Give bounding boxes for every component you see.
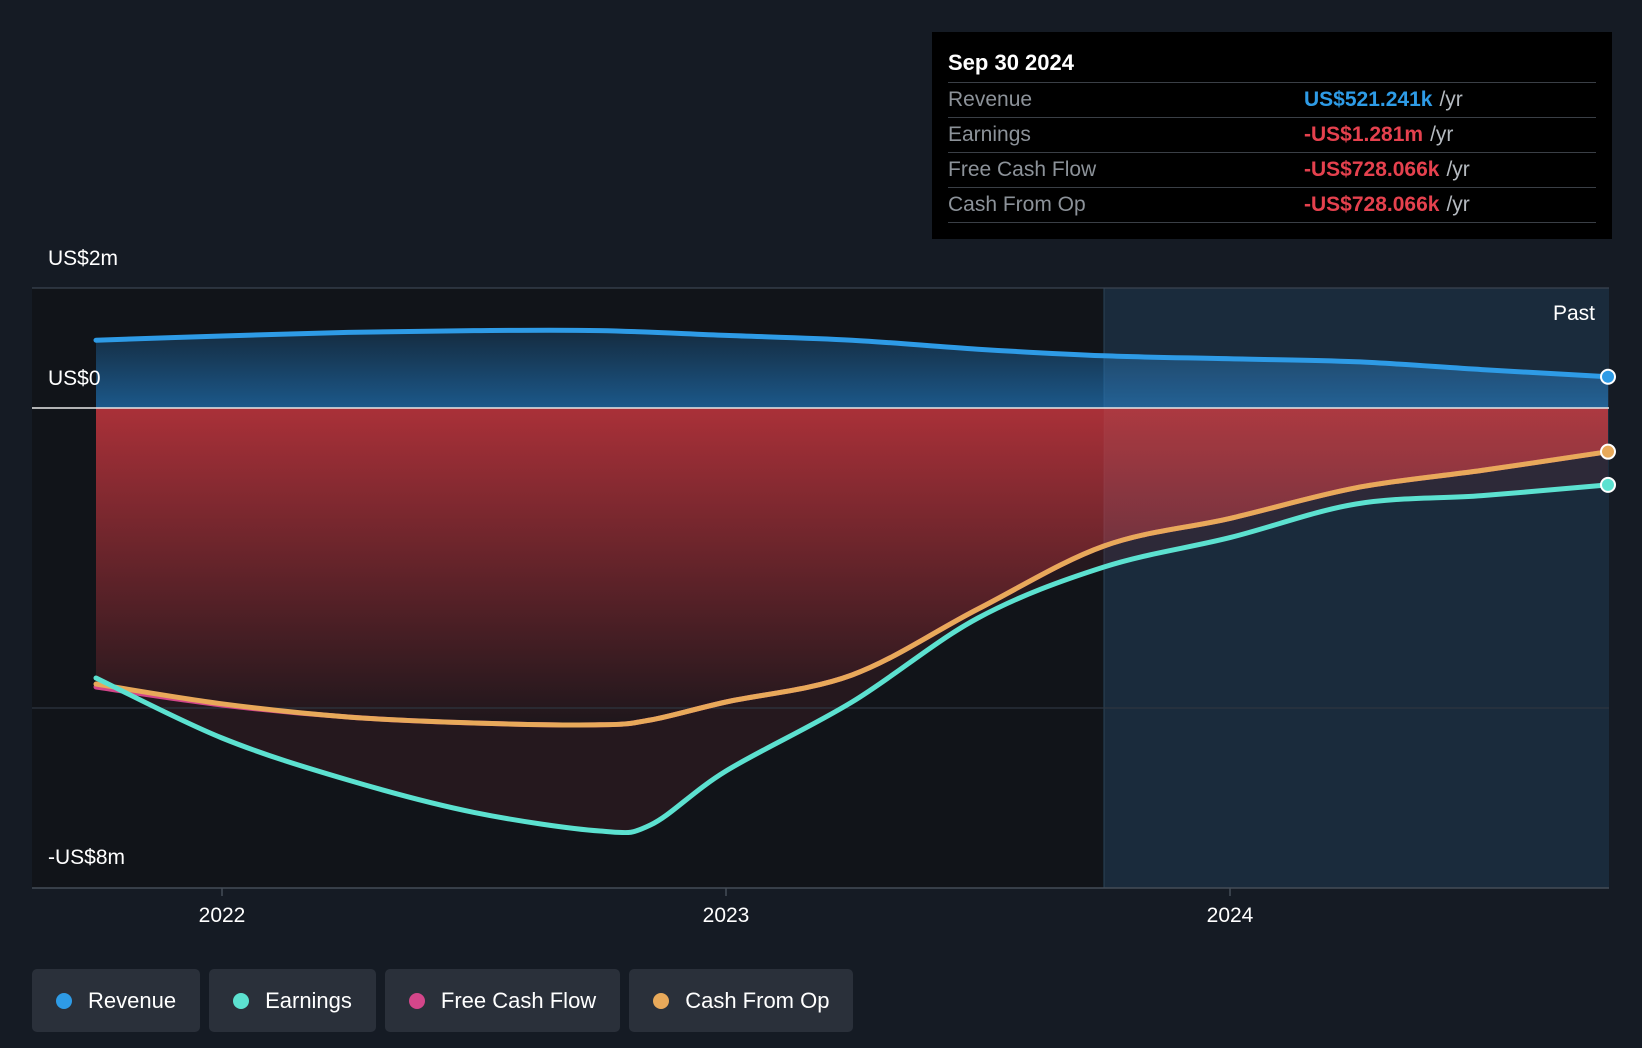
tooltip-date: Sep 30 2024: [948, 50, 1074, 75]
end-point-cash-from-op: [1600, 443, 1616, 460]
legend-label: Free Cash Flow: [440, 987, 597, 1013]
x-tick-label: 2023: [703, 904, 750, 927]
past-overlay: [1104, 288, 1609, 888]
y-axis-label: US$0: [48, 367, 101, 390]
tooltip-label: Earnings: [948, 123, 1031, 146]
tooltip-label: Free Cash Flow: [948, 158, 1097, 181]
tooltip-row-free-cash-flow: Free Cash Flow -US$728.066k /yr: [948, 152, 1596, 187]
legend-item-cash-from-op[interactable]: Cash From Op: [629, 969, 854, 1032]
tooltip-value: -US$728.066k: [1304, 193, 1440, 216]
legend: Revenue Earnings Free Cash Flow Cash Fro…: [32, 969, 854, 1032]
legend-dot-icon: [233, 992, 250, 1009]
legend-dot-icon: [408, 992, 425, 1009]
tooltip-panel: Sep 30 2024 Revenue US$521.241k /yr Earn…: [932, 32, 1612, 239]
legend-label: Revenue: [88, 987, 177, 1013]
tooltip-value: -US$728.066k: [1304, 158, 1440, 181]
tooltip-unit: /yr: [1446, 158, 1470, 181]
legend-dot-icon: [56, 992, 72, 1009]
past-label: Past: [1553, 302, 1595, 325]
x-tick-label: 2024: [1207, 904, 1254, 927]
tooltip-row-revenue: Revenue US$521.241k /yr: [948, 82, 1596, 117]
revenue-area: [96, 330, 1608, 408]
end-point-earnings: [1600, 476, 1616, 493]
tooltip-unit: /yr: [1430, 123, 1454, 146]
tooltip-label: Revenue: [948, 88, 1033, 111]
y-axis-label: US$2m: [48, 247, 118, 270]
earnings-area: [96, 451, 1608, 833]
y-axis-label: -US$8m: [48, 846, 125, 869]
legend-item-earnings[interactable]: Earnings: [209, 969, 376, 1032]
tooltip-label: Cash From Op: [948, 193, 1086, 216]
tooltip-unit: /yr: [1446, 193, 1470, 216]
series-line-cash-from-op: [93, 449, 1611, 728]
tooltip-unit: /yr: [1439, 88, 1463, 111]
legend-item-revenue[interactable]: Revenue: [32, 969, 201, 1032]
legend-dot-icon: [653, 992, 670, 1009]
cash-from-op-area: [96, 408, 1608, 725]
legend-label: Cash From Op: [685, 987, 830, 1013]
legend-item-free-cash-flow[interactable]: Free Cash Flow: [384, 969, 621, 1032]
series-line-earnings: [93, 482, 1611, 836]
tooltip-row-earnings: Earnings -US$1.281m /yr: [948, 117, 1596, 152]
tooltip-value: -US$1.281m: [1304, 123, 1424, 146]
x-tick-label: 2022: [199, 904, 246, 927]
series-line-revenue: [93, 327, 1611, 380]
end-point-revenue: [1600, 368, 1616, 385]
legend-label: Earnings: [265, 987, 352, 1013]
tooltip-value: US$521.241k: [1304, 88, 1433, 111]
tooltip-row-cash-from-op: Cash From Op -US$728.066k /yr: [948, 187, 1596, 223]
